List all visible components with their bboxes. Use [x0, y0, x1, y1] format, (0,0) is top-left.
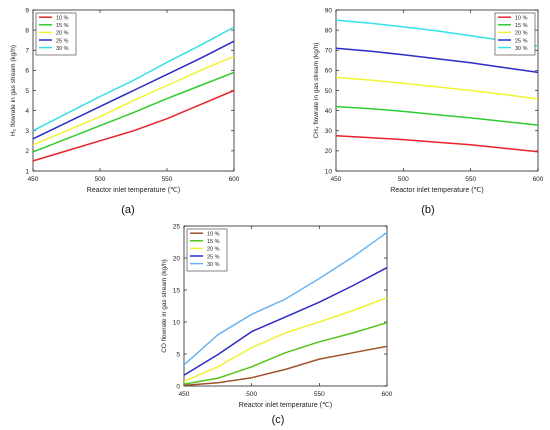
legend-entry-label: 25 %	[207, 254, 220, 260]
x-tick-label: 450	[331, 176, 342, 183]
legend-entry-label: 25 %	[56, 38, 69, 44]
x-axis-label: Reactor inlet temperature (℃)	[239, 402, 332, 409]
panel-label-c: (c)	[272, 414, 285, 426]
y-tick-label: 70	[325, 48, 333, 55]
y-tick-label: 10	[325, 168, 333, 175]
legend-entry-label: 10 %	[515, 16, 528, 22]
y-axis-label: H₂ flowrate in gas stream (kg/h)	[10, 45, 17, 136]
y-tick-label: 7	[25, 48, 29, 55]
y-tick-label: 10	[173, 319, 181, 326]
series-line-4	[335, 47, 539, 74]
y-tick-label: 9	[25, 7, 29, 14]
legend: 10 %15 % 20 %25 % 30 %	[494, 12, 536, 56]
y-axis-label: CH₄ flowrate in gas stream (kg/h)	[313, 43, 320, 139]
y-tick-label: 4	[25, 108, 29, 115]
y-axis-label: CO flowrate in gas stream (kg/h)	[161, 259, 168, 353]
series-line-2	[32, 71, 235, 153]
y-tick-label: 1	[25, 168, 29, 175]
legend-entry-label: 25 %	[515, 38, 528, 44]
legend: 10 %15 % 20 %25 % 30 %	[186, 228, 228, 272]
y-tick-label: 60	[325, 68, 333, 75]
series-line-4	[183, 266, 388, 376]
chart-panel-a: 450 500 550 600 1 2 3 4 5 6 7 8 9 Reactor inlet tempe…	[10, 7, 240, 194]
x-tick-label: 450	[28, 176, 39, 183]
legend-entry-label: 20 %	[515, 31, 528, 37]
series-line-1	[183, 345, 388, 387]
legend: 10 %15 % 20 %25 % 30 %	[35, 12, 77, 56]
chart-panel-c: 450 500 550 600 0 5 10 15 20 25 Reactor inlet temp…	[161, 223, 393, 409]
y-tick-label: 0	[176, 383, 180, 390]
y-tick-label: 15	[173, 287, 181, 294]
legend-entry-label: 15 %	[515, 23, 528, 29]
y-tick-label: 5	[176, 351, 180, 358]
series-line-1	[335, 135, 539, 153]
series-line-3	[183, 296, 388, 383]
series-line-2	[183, 321, 388, 385]
legend-entry-label: 30 %	[207, 262, 220, 268]
legend-entry-label: 10 %	[56, 16, 69, 22]
x-tick-label: 450	[179, 391, 190, 398]
x-tick-label: 600	[382, 391, 393, 398]
y-tick-label: 30	[325, 128, 333, 135]
legend-entry-label: 20 %	[56, 31, 69, 37]
x-tick-label: 600	[229, 176, 240, 183]
y-tick-label: 25	[173, 223, 181, 230]
chart-panel-b: 450 500 550 600 10 20 30 40 50 60 70 80 90 Reactor in…	[313, 7, 544, 194]
y-tick-label: 2	[25, 148, 29, 155]
x-tick-label: 500	[95, 176, 106, 183]
legend-entry-label: 15 %	[56, 23, 69, 29]
series-line-5	[32, 26, 235, 132]
y-tick-label: 90	[325, 7, 333, 14]
series-line-1	[32, 89, 235, 162]
x-tick-label: 550	[314, 391, 325, 398]
panel-label-b: (b)	[421, 204, 434, 216]
legend-entry-label: 30 %	[515, 46, 528, 52]
y-tick-label: 80	[325, 27, 333, 34]
series-line-4	[32, 40, 235, 140]
y-tick-label: 5	[25, 88, 29, 95]
x-tick-label: 500	[398, 176, 409, 183]
x-axis-label: Reactor inlet temperature (℃)	[390, 187, 483, 194]
legend-entry-label: 15 %	[207, 239, 220, 245]
legend-entry-label: 20 %	[207, 247, 220, 253]
series-line-3	[32, 55, 235, 146]
y-tick-label: 40	[325, 108, 333, 115]
panel-label-a: (a)	[121, 204, 134, 216]
series-line-3	[335, 76, 539, 100]
x-tick-label: 600	[533, 176, 544, 183]
y-tick-label: 50	[325, 88, 333, 95]
x-tick-label: 550	[162, 176, 173, 183]
y-tick-label: 20	[325, 148, 333, 155]
y-tick-label: 20	[173, 255, 181, 262]
y-tick-label: 3	[25, 128, 29, 135]
x-tick-label: 500	[246, 391, 257, 398]
series-line-2	[335, 105, 539, 126]
series-line-5	[183, 231, 388, 366]
y-tick-label: 6	[25, 68, 29, 75]
legend-entry-label: 30 %	[56, 46, 69, 52]
legend-entry-label: 10 %	[207, 232, 220, 238]
y-tick-label: 8	[25, 27, 29, 34]
x-axis-label: Reactor inlet temperature (℃)	[87, 187, 180, 194]
x-tick-label: 550	[465, 176, 476, 183]
